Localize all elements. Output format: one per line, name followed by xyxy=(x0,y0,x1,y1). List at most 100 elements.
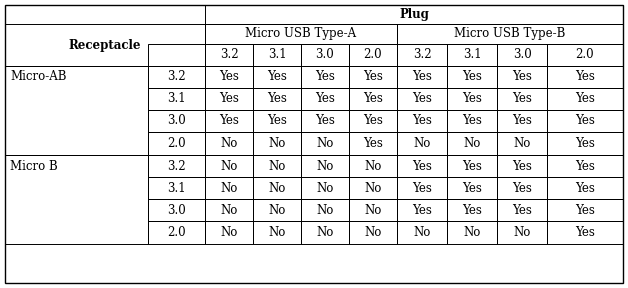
Text: No: No xyxy=(513,137,531,150)
Bar xyxy=(397,44,447,66)
Text: Yes: Yes xyxy=(575,181,595,194)
Text: Micro USB Type-B: Micro USB Type-B xyxy=(454,27,566,41)
Text: Yes: Yes xyxy=(575,115,595,128)
Text: Yes: Yes xyxy=(462,71,482,84)
Text: 3.1: 3.1 xyxy=(463,48,481,62)
Text: 3.0: 3.0 xyxy=(167,115,186,128)
Bar xyxy=(349,88,397,110)
Text: No: No xyxy=(317,204,333,217)
Bar xyxy=(349,221,397,244)
Text: Yes: Yes xyxy=(512,115,532,128)
Text: No: No xyxy=(220,137,237,150)
Text: Receptacle: Receptacle xyxy=(68,39,141,52)
Text: Yes: Yes xyxy=(462,160,482,173)
Text: 3.0: 3.0 xyxy=(316,48,334,62)
Bar xyxy=(148,44,205,66)
Bar xyxy=(497,199,547,221)
Text: Yes: Yes xyxy=(575,226,595,239)
Text: Micro B: Micro B xyxy=(10,160,58,173)
Bar xyxy=(547,66,623,88)
Text: Yes: Yes xyxy=(462,204,482,217)
Bar xyxy=(547,88,623,110)
Bar xyxy=(253,199,301,221)
Text: Yes: Yes xyxy=(267,71,287,84)
Text: Yes: Yes xyxy=(575,137,595,150)
Text: 3.2: 3.2 xyxy=(220,48,238,62)
Bar xyxy=(301,199,349,221)
Bar xyxy=(397,66,447,88)
Bar xyxy=(253,88,301,110)
Text: Yes: Yes xyxy=(575,92,595,105)
Bar xyxy=(148,221,205,244)
Bar xyxy=(349,44,397,66)
Text: Yes: Yes xyxy=(412,181,432,194)
Text: No: No xyxy=(268,204,286,217)
Text: Yes: Yes xyxy=(575,160,595,173)
Bar xyxy=(148,199,205,221)
Bar xyxy=(397,24,623,44)
Text: 2.0: 2.0 xyxy=(167,137,186,150)
Bar xyxy=(447,221,497,244)
Bar xyxy=(148,132,205,155)
Text: Yes: Yes xyxy=(462,92,482,105)
Bar xyxy=(397,132,447,155)
Text: Yes: Yes xyxy=(512,92,532,105)
Bar xyxy=(447,44,497,66)
Bar xyxy=(148,66,205,88)
Bar xyxy=(447,66,497,88)
Text: No: No xyxy=(463,137,480,150)
Text: No: No xyxy=(317,181,333,194)
Text: No: No xyxy=(317,226,333,239)
Bar xyxy=(397,155,447,177)
Bar xyxy=(205,199,253,221)
Text: Yes: Yes xyxy=(315,115,335,128)
Bar xyxy=(349,177,397,199)
Text: No: No xyxy=(268,226,286,239)
Text: 2.0: 2.0 xyxy=(167,226,186,239)
Text: Yes: Yes xyxy=(512,160,532,173)
Bar xyxy=(397,221,447,244)
Text: No: No xyxy=(364,204,382,217)
Bar xyxy=(547,132,623,155)
Text: Yes: Yes xyxy=(412,71,432,84)
Text: Yes: Yes xyxy=(462,181,482,194)
Bar xyxy=(497,44,547,66)
Bar xyxy=(447,132,497,155)
Bar xyxy=(301,110,349,132)
Text: Plug: Plug xyxy=(399,8,429,21)
Text: No: No xyxy=(220,204,237,217)
Text: Yes: Yes xyxy=(363,137,383,150)
Text: Yes: Yes xyxy=(412,115,432,128)
Text: No: No xyxy=(317,160,333,173)
Text: Yes: Yes xyxy=(267,115,287,128)
Text: Micro-AB: Micro-AB xyxy=(10,71,67,84)
Bar xyxy=(205,5,623,24)
Bar xyxy=(301,177,349,199)
Bar xyxy=(148,155,205,177)
Bar xyxy=(205,66,253,88)
Bar xyxy=(547,177,623,199)
Bar xyxy=(301,88,349,110)
Text: Yes: Yes xyxy=(575,204,595,217)
Text: 3.2: 3.2 xyxy=(167,71,186,84)
Text: 2.0: 2.0 xyxy=(364,48,382,62)
Bar xyxy=(547,110,623,132)
Text: Yes: Yes xyxy=(462,115,482,128)
Text: 3.1: 3.1 xyxy=(167,181,186,194)
Bar xyxy=(547,155,623,177)
Bar xyxy=(301,66,349,88)
Bar xyxy=(497,155,547,177)
Text: 3.0: 3.0 xyxy=(512,48,531,62)
Text: No: No xyxy=(513,226,531,239)
Bar xyxy=(349,110,397,132)
Text: 3.1: 3.1 xyxy=(167,92,186,105)
Text: Yes: Yes xyxy=(412,160,432,173)
Text: 3.2: 3.2 xyxy=(413,48,431,62)
Bar xyxy=(205,88,253,110)
Text: Yes: Yes xyxy=(219,71,239,84)
Bar xyxy=(301,221,349,244)
Bar xyxy=(497,88,547,110)
Bar xyxy=(497,132,547,155)
Text: Yes: Yes xyxy=(512,181,532,194)
Bar xyxy=(397,88,447,110)
